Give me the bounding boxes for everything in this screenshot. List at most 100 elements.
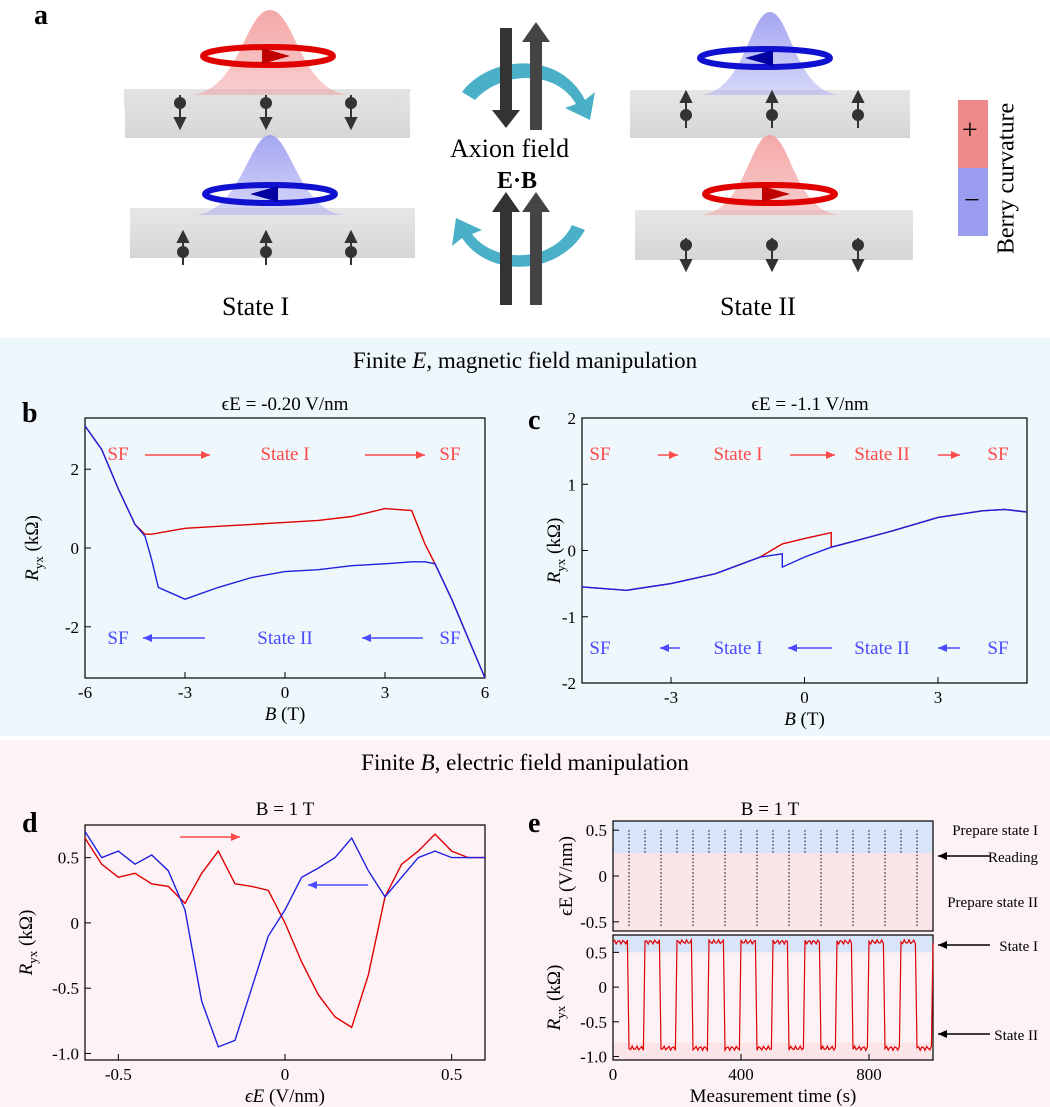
plot-frame (84, 824, 486, 1061)
annotation-label: SF (589, 444, 610, 465)
annotation-label: State II (257, 628, 312, 649)
berry-bump-red-bottom-right (700, 135, 840, 215)
y-tick-label: 2 (568, 409, 577, 428)
annotation-arrowhead (938, 644, 947, 652)
right-label: Reading (988, 850, 1038, 866)
annotation-arrowhead (826, 451, 835, 459)
x-tick-label: 0 (609, 1065, 618, 1084)
annotation-label: SF (439, 444, 460, 465)
panel-d-letter: d (22, 808, 38, 839)
state-II-label: State II (720, 292, 796, 321)
x-tick-label: -3 (664, 688, 678, 707)
legend-negative-box (958, 168, 988, 236)
panel-e-letter: e (528, 808, 541, 839)
circulation-blue-bottom-left (202, 182, 338, 206)
x-tick-label: -3 (178, 683, 192, 702)
series-line-0 (581, 508, 1028, 592)
right-label: Prepare state I (952, 823, 1038, 839)
annotation-arrowhead (308, 881, 317, 889)
y-tick-label: -1.0 (580, 1048, 607, 1067)
annotation-label: SF (987, 638, 1008, 659)
annotation-label: State I (260, 444, 309, 465)
annotation-label: SF (107, 628, 128, 649)
annotation-arrowhead (362, 634, 371, 642)
annotation-arrowhead (669, 451, 678, 459)
annotation-arrowhead (951, 451, 960, 459)
x-tick-label: 0 (281, 683, 290, 702)
right-label: State I (999, 939, 1038, 955)
x-tick-label: 6 (481, 683, 490, 702)
annotation-arrowhead (788, 644, 797, 652)
series-line-1 (84, 831, 485, 1048)
chart-panel-e: B = 1 T -0.5 0 0.5 ϵE (V/nm) 0 400 800 -1.0 -0.5 0… (544, 799, 1038, 1107)
state-band (613, 853, 933, 931)
annotation-arrowhead (938, 1030, 947, 1038)
y-tick-label: 0 (71, 539, 80, 558)
y-tick-label: -1.0 (52, 1044, 79, 1063)
right-label: State II (994, 1028, 1038, 1044)
x-axis-label: B (T) (265, 704, 306, 725)
annotation-label: SF (107, 444, 128, 465)
annotation-arrowhead (201, 451, 210, 459)
annotation-arrowhead (231, 833, 240, 841)
annotation-arrowhead (143, 634, 152, 642)
x-tick-label: -0.5 (105, 1065, 132, 1084)
annotation-label: SF (439, 628, 460, 649)
chart-panel-b: -6 -3 0 3 6 -2 0 2 B (T) Ryx (kΩ) ϵE = -0.20 V/nm S… (22, 394, 490, 725)
panel-a-letter: a (34, 0, 48, 31)
annotation-label: SF (589, 638, 610, 659)
y-axis-label: ϵE (V/nm) (556, 836, 577, 916)
annotation-label: State I (713, 444, 762, 465)
section-b-title: Finite B, electric field manipulation (361, 750, 689, 775)
legend-minus-label: − (964, 185, 980, 216)
y-axis-label: Ryx (kΩ) (544, 965, 568, 1032)
y-axis-label: Ryx (kΩ) (16, 910, 40, 977)
annotation-label: State II (854, 444, 909, 465)
x-tick-label: 0 (800, 688, 809, 707)
y-tick-label: -0.5 (52, 979, 79, 998)
eb-label: E·B (497, 168, 538, 194)
section-e-background (0, 338, 1050, 736)
x-tick-label: 400 (728, 1065, 754, 1084)
annotation-label: SF (987, 444, 1008, 465)
y-tick-label: -0.5 (580, 913, 607, 932)
state-I-label: State I (222, 292, 290, 321)
circulation-red-bottom-right (702, 182, 838, 206)
plot-frame (612, 934, 934, 1061)
annotation-arrowhead (938, 941, 947, 949)
y-tick-label: -2 (65, 618, 79, 637)
x-tick-label: -6 (78, 683, 92, 702)
x-axis-label: ϵE (V/nm) (245, 1086, 325, 1107)
panel-a-figure (124, 10, 988, 305)
axion-arrows-bottom (452, 192, 585, 305)
series-line-1 (581, 508, 1028, 592)
section-e-title: Finite E, magnetic field manipulation (352, 348, 698, 373)
spins (173, 89, 865, 273)
y-axis-label: Ryx (kΩ) (22, 515, 46, 582)
panel-c-letter: c (528, 405, 541, 436)
x-axis-label: Measurement time (s) (690, 1086, 857, 1107)
y-tick-label: -0.5 (580, 1013, 607, 1032)
legend-plus-label: + (962, 115, 978, 146)
annotation-label: State I (713, 638, 762, 659)
y-tick-label: 0 (568, 542, 577, 561)
chart-panel-c: -3 0 3 -2 -1 0 1 2 B (T) Ryx (kΩ) ϵE = -1.1 V/nm SF… (544, 394, 1028, 730)
x-tick-label: 800 (856, 1065, 882, 1084)
chart-title: ϵE = -1.1 V/nm (751, 394, 868, 415)
plot-frame (581, 417, 1028, 684)
x-tick-label: 3 (381, 683, 390, 702)
chart-title: B = 1 T (256, 799, 315, 820)
y-tick-label: 1 (568, 475, 577, 494)
y-tick-label: 0 (599, 978, 608, 997)
legend-title: Berry curvature (993, 102, 1020, 255)
y-tick-label: 0 (71, 914, 80, 933)
y-tick-label: 2 (71, 460, 80, 479)
slab-bottom-left (130, 208, 415, 258)
berry-bump-blue-bottom-left (195, 135, 345, 215)
series-line-0 (612, 937, 934, 1053)
circulation-blue-top-right (697, 46, 833, 70)
y-tick-label: 0.5 (586, 821, 607, 840)
chart-panel-d: -0.5 0 0.5 -1.0 -0.5 0 0.5 ϵE (V/nm) Ryx (kΩ) B =… (16, 799, 486, 1107)
chart-title: ϵE = -0.20 V/nm (222, 394, 349, 415)
y-tick-label: 0 (599, 867, 608, 886)
